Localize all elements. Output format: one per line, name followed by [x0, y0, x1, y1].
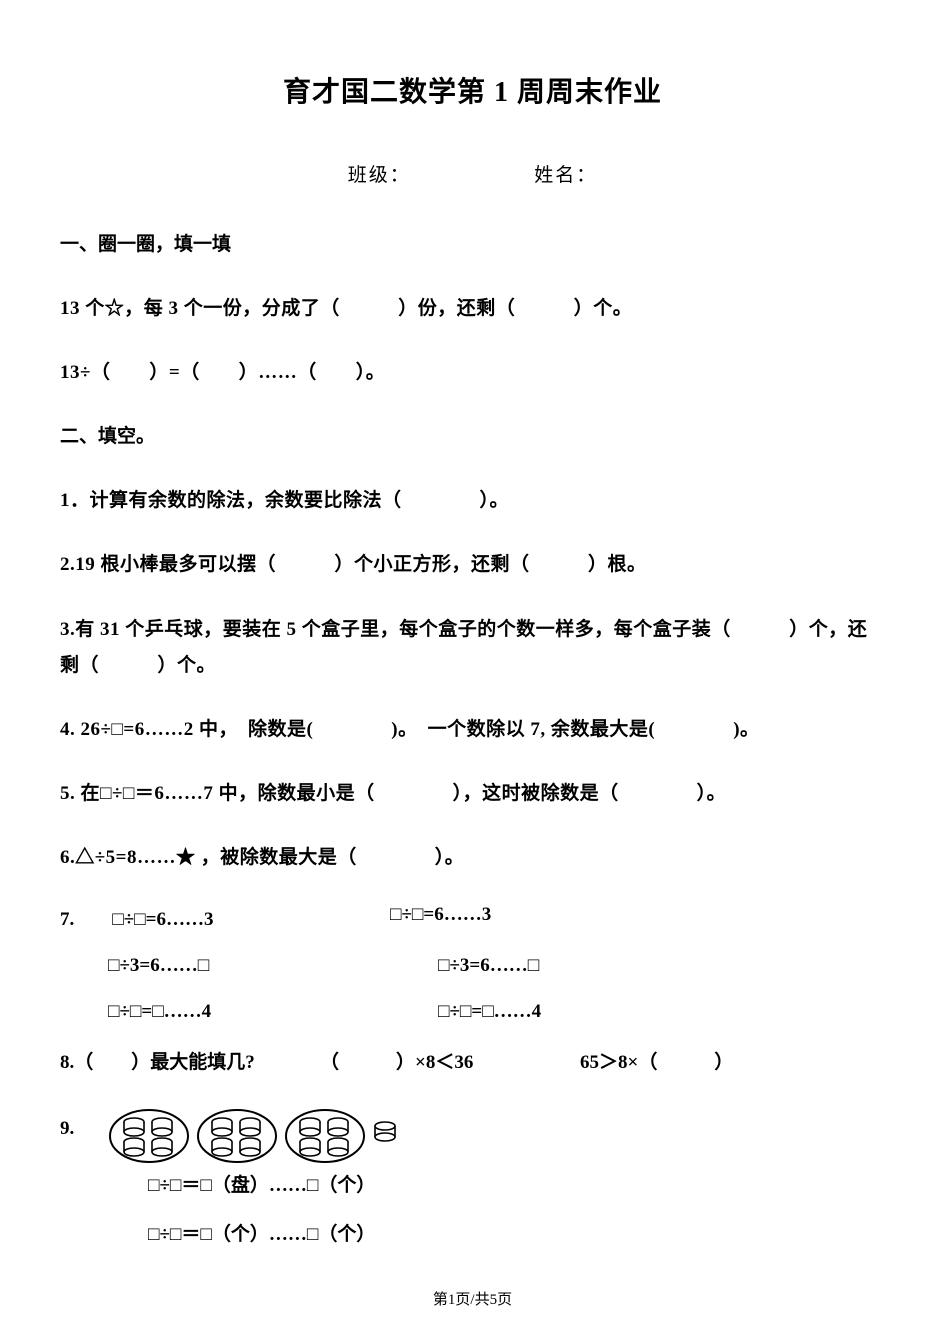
q7-row1: 7. □÷□=6……3 □÷□=6……3	[60, 904, 885, 931]
q9-label: 9.	[60, 1100, 108, 1140]
q1: 1．计算有余数的除法，余数要比除法（ ）。	[60, 483, 885, 519]
q9: 9.	[60, 1100, 885, 1246]
q3: 3.有 31 个乒乓球，要装在 5 个盒子里，每个盒子的个数一样多，每个盒子装（…	[60, 612, 885, 684]
q7-r1c1: □÷□=6……3	[112, 909, 213, 930]
q2: 2.19 根小棒最多可以摆（ ）个小正方形，还剩（ ）根。	[60, 547, 885, 583]
q8-p2: （ ）×8＜36	[320, 1047, 580, 1074]
q7-r1c2: □÷□=6……3	[390, 904, 630, 931]
plate-icon	[284, 1100, 366, 1164]
q7-label: 7.	[60, 909, 74, 930]
section-2-heading: 二、填空。	[60, 419, 885, 455]
page-title: 育才国二数学第 1 周周末作业	[60, 70, 885, 110]
q7-row3: □÷□=□……4 □÷□=□……4	[60, 1001, 885, 1023]
q5: 5. 在□÷□＝6……7 中，除数最小是（ ），这时被除数是（ ）。	[60, 776, 885, 812]
q7-r3c1: □÷□=□……4	[108, 1001, 348, 1023]
q8: 8.（ ）最大能填几? （ ）×8＜36 65＞8×（ ）	[60, 1047, 885, 1074]
q6: 6.△÷5=8……★ ，被除数最大是（ ）。	[60, 840, 885, 876]
section-1-heading: 一、圈一圈，填一填	[60, 227, 885, 263]
q7-row2: □÷3=6……□ □÷3=6……□	[60, 955, 885, 977]
q8-p3: 65＞8×（ ）	[580, 1047, 840, 1074]
class-label: 班级：	[348, 165, 411, 186]
plate-icon	[196, 1100, 278, 1164]
q7-r3c2: □÷□=□……4	[438, 1001, 678, 1023]
info-row: 班级： 姓名：	[60, 160, 885, 187]
q9-eq1: □÷□＝□（盘）……□（个）	[60, 1170, 885, 1197]
q7-r2c2: □÷3=6……□	[438, 955, 678, 977]
page-footer: 第1页/共5页	[60, 1288, 885, 1309]
q4: 4. 26÷□=6……2 中， 除数是( )。 一个数除以 7, 余数最大是( …	[60, 712, 885, 748]
q0-line-b: 13÷（ ）=（ ）……（ ）。	[60, 355, 885, 391]
q9-figure	[108, 1100, 398, 1164]
cylinder-icon	[372, 1119, 398, 1145]
q9-eq2: □÷□＝□（个）……□（个）	[60, 1219, 885, 1246]
q8-p1: 8.（ ）最大能填几?	[60, 1047, 320, 1074]
plate-icon	[108, 1100, 190, 1164]
q7-r2c1: □÷3=6……□	[108, 955, 348, 977]
name-label: 姓名：	[534, 165, 597, 186]
q0-line-a: 13 个☆，每 3 个一份，分成了（ ）份，还剩（ ）个。	[60, 291, 885, 327]
